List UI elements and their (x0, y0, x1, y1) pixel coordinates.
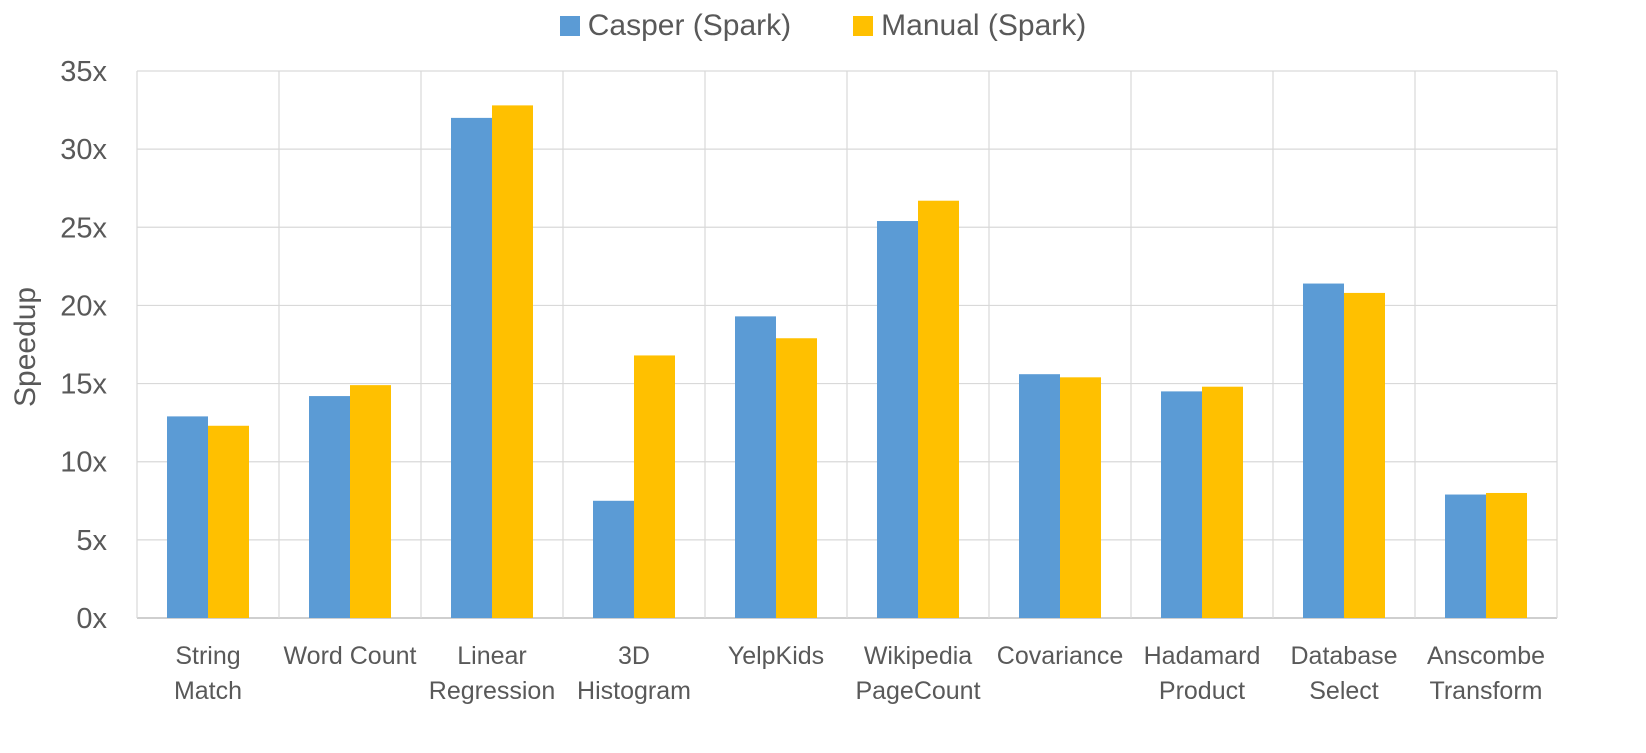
legend-item-casper: Casper (Spark) (559, 9, 792, 43)
y-tick-label: 5x (76, 525, 107, 557)
bar-manual-9 (1486, 492, 1527, 618)
x-tick-label: Match (174, 677, 242, 705)
y-tick-label: 25x (60, 212, 107, 244)
x-tick-label: Histogram (577, 677, 691, 705)
x-tick-label: Database (1290, 642, 1397, 670)
y-tick-label: 10x (60, 447, 107, 479)
y-tick-labels: 0x 5x 10x 15x 20x 25x 30x 35x (60, 56, 107, 635)
x-tick-label: Linear (457, 642, 527, 670)
x-tick-label: PageCount (855, 677, 980, 705)
bar-casper-3 (593, 500, 634, 618)
x-tick-label: Product (1159, 677, 1245, 705)
bar-casper-9 (1445, 494, 1486, 618)
x-tick-labels: String Match Word Count Linear Regression 3D H… (174, 642, 1545, 705)
bar-manual-2 (492, 105, 533, 618)
x-tick-label: Regression (429, 677, 555, 705)
y-tick-label: 0x (76, 603, 107, 635)
bar-manual-1 (350, 385, 391, 618)
bar-casper-4 (735, 316, 776, 618)
legend-label-manual: Manual (Spark) (881, 9, 1087, 42)
bar-manual-0 (208, 425, 249, 618)
bar-manual-7 (1202, 386, 1243, 618)
legend-swatch-manual (853, 16, 874, 36)
y-tick-label: 30x (60, 134, 107, 166)
bar-manual-8 (1344, 292, 1385, 618)
legend-item-manual: Manual (Spark) (853, 9, 1086, 43)
x-tick-label: Hadamard (1144, 642, 1261, 670)
x-tick-label: String (175, 642, 240, 670)
x-tick-label: 3D (618, 642, 650, 670)
y-tick-label: 35x (60, 56, 107, 88)
bar-casper-8 (1303, 283, 1344, 618)
x-tick-label: YelpKids (728, 642, 824, 670)
legend-label-casper: Casper (Spark) (587, 9, 792, 42)
bar-casper-5 (877, 221, 918, 618)
y-tick-label: 15x (60, 369, 107, 401)
bar-manual-5 (918, 200, 959, 618)
bar-casper-7 (1161, 391, 1202, 618)
y-tick-label: 20x (60, 290, 107, 322)
bar-casper-1 (309, 396, 350, 618)
bar-manual-4 (776, 338, 817, 618)
x-tick-label: Word Count (284, 642, 417, 670)
bar-casper-0 (167, 416, 208, 618)
bars (167, 105, 1527, 618)
x-tick-label: Anscombe (1427, 642, 1545, 670)
legend-swatch-casper (559, 16, 580, 36)
x-tick-label: Select (1309, 677, 1379, 705)
bar-casper-2 (451, 117, 492, 618)
x-tick-label: Transform (1430, 677, 1543, 705)
bar-manual-6 (1060, 377, 1101, 618)
x-tick-label: Covariance (997, 642, 1123, 670)
chart-legend: Casper (Spark) Manual (Spark) (0, 6, 1646, 46)
x-tick-label: Wikipedia (864, 642, 972, 670)
bar-manual-3 (634, 355, 675, 618)
bar-casper-6 (1019, 374, 1060, 618)
